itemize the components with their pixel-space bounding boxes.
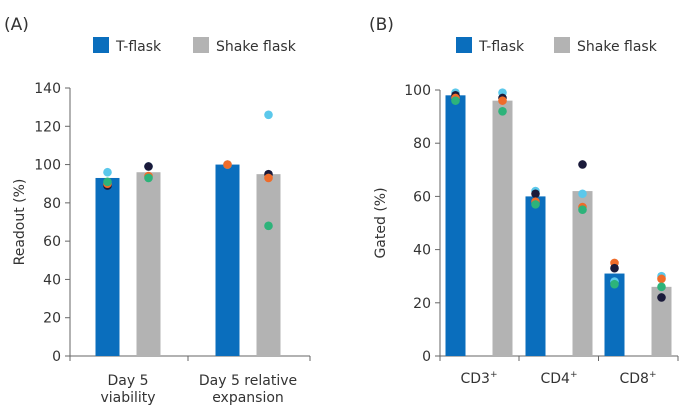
legend-swatch xyxy=(93,37,109,53)
y-tick-label: 120 xyxy=(34,119,61,135)
data-point xyxy=(264,173,273,183)
y-tick-label: 40 xyxy=(43,272,61,288)
y-tick-label: 140 xyxy=(34,81,61,97)
y-tick-label: 20 xyxy=(413,296,431,312)
x-tick-label: Day 5 xyxy=(107,373,148,389)
bar xyxy=(525,196,546,356)
y-tick-label: 60 xyxy=(43,234,61,250)
data-point xyxy=(498,96,507,105)
data-point xyxy=(578,160,587,169)
legend-label: T-flask xyxy=(115,39,162,55)
x-tick-label: expansion xyxy=(212,390,284,406)
data-point xyxy=(657,282,666,292)
y-tick-label: 0 xyxy=(52,349,61,365)
panel-label: (B) xyxy=(369,15,394,35)
data-point xyxy=(657,293,666,302)
bar xyxy=(604,273,625,356)
x-tick-label: CD3+ xyxy=(460,370,497,387)
data-point xyxy=(498,106,507,116)
bar xyxy=(215,164,240,356)
bar xyxy=(492,100,513,356)
data-point xyxy=(264,110,273,120)
data-point xyxy=(144,162,153,171)
x-tick-label: CD8+ xyxy=(619,370,656,387)
data-point xyxy=(610,263,619,273)
data-point xyxy=(610,279,619,289)
x-tick-label: Day 5 relative xyxy=(199,373,297,389)
legend-swatch xyxy=(193,37,209,53)
y-tick-label: 0 xyxy=(422,349,431,365)
bar xyxy=(445,95,466,356)
data-point xyxy=(451,96,460,105)
bar xyxy=(95,177,120,356)
chart-panel-2: (B) T-flask Shake flask 0 20 40 60 80 100 Gated (… xyxy=(369,15,679,387)
legend-label: Shake flask xyxy=(577,39,658,55)
data-point xyxy=(531,189,540,199)
legend-swatch xyxy=(554,37,570,53)
y-axis-label: Gated (%) xyxy=(373,187,389,258)
y-axis-label: Readout (%) xyxy=(12,179,28,266)
data-point xyxy=(223,160,232,169)
y-tick-label: 100 xyxy=(34,158,61,174)
y-tick-label: 80 xyxy=(43,196,61,212)
x-tick-label: CD4+ xyxy=(540,370,577,387)
bar xyxy=(136,172,161,356)
bar xyxy=(572,191,593,356)
panel-label: (A) xyxy=(4,15,29,35)
data-point xyxy=(578,205,587,214)
x-tick-label: viability xyxy=(100,390,155,406)
y-tick-label: 20 xyxy=(43,311,61,327)
bar xyxy=(651,286,672,356)
chart-panel-1: (A) T-flask Shake flask 0 20 40 60 80 100 120 140 R… xyxy=(4,15,311,406)
data-point xyxy=(578,189,587,199)
y-tick-label: 80 xyxy=(413,136,431,152)
legend-swatch xyxy=(456,37,472,53)
data-point xyxy=(657,274,666,284)
data-point xyxy=(103,167,112,177)
data-point xyxy=(264,221,273,231)
y-tick-label: 100 xyxy=(404,83,431,99)
bar xyxy=(256,174,281,356)
data-point xyxy=(144,173,153,183)
legend-label: Shake flask xyxy=(216,39,297,55)
data-point xyxy=(103,177,112,187)
data-point xyxy=(531,200,540,209)
y-tick-label: 60 xyxy=(413,189,431,205)
legend-label: T-flask xyxy=(478,39,525,55)
y-tick-label: 40 xyxy=(413,243,431,259)
